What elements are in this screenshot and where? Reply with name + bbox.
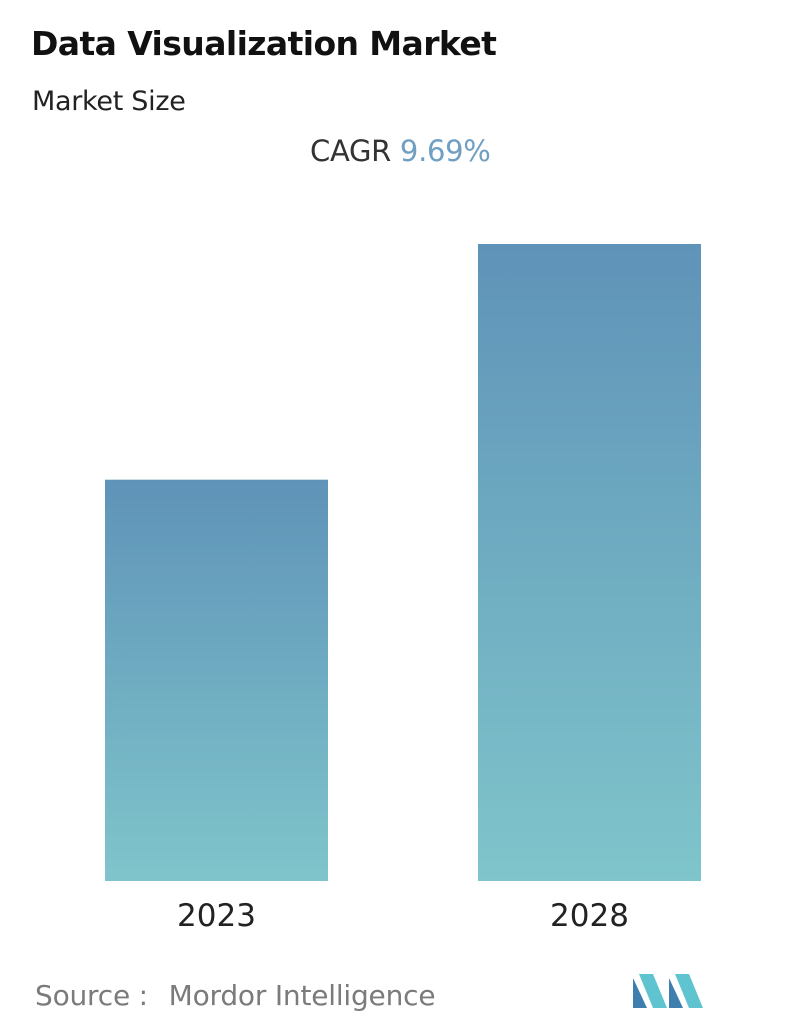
x-tick-label-2023: 2023 — [177, 898, 256, 934]
x-tick-label-2028: 2028 — [550, 898, 629, 934]
bar-2028 — [478, 244, 701, 881]
chart-title: Data Visualization Market — [31, 24, 497, 63]
source-credit: Source : Mordor Intelligence — [35, 979, 436, 1012]
bars-layer — [105, 244, 701, 881]
mordor-intelligence-logo-icon — [633, 974, 703, 1008]
cagr-label: CAGR — [310, 134, 391, 168]
source-name: Mordor Intelligence — [168, 979, 436, 1012]
x-axis-tick-labels: 2023 2028 — [177, 898, 629, 934]
cagr-value: 9.69% — [399, 134, 491, 168]
source-label: Source : — [35, 979, 148, 1012]
cagr-annotation: CAGR 9.69% — [310, 134, 491, 168]
bar-2023 — [105, 479, 328, 881]
chart-subtitle: Market Size — [32, 86, 186, 117]
